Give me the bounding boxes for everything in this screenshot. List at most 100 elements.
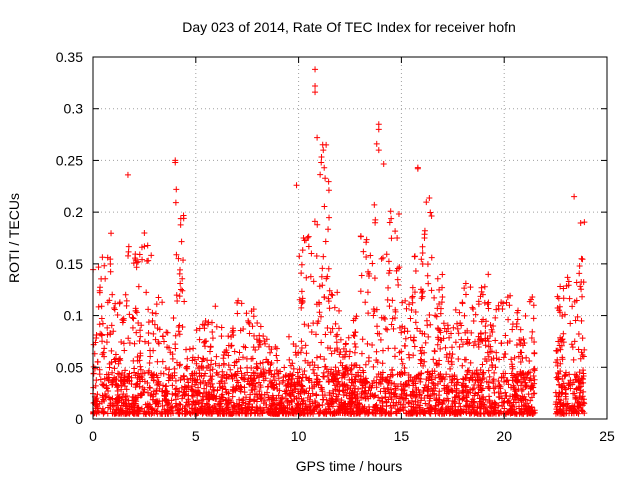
roti-point bbox=[428, 287, 435, 294]
roti-point bbox=[337, 336, 344, 343]
roti-point bbox=[95, 303, 102, 310]
roti-point bbox=[409, 284, 416, 291]
roti-point bbox=[149, 406, 156, 413]
roti-point bbox=[581, 219, 588, 226]
roti-point bbox=[265, 367, 272, 374]
roti-point bbox=[399, 394, 406, 401]
roti-point bbox=[296, 406, 303, 413]
roti-point bbox=[511, 404, 518, 411]
roti-point bbox=[426, 311, 433, 318]
roti-point bbox=[220, 355, 227, 362]
roti-point bbox=[164, 329, 171, 336]
roti-point bbox=[247, 391, 254, 398]
roti-point bbox=[408, 397, 415, 404]
roti-point bbox=[148, 410, 155, 417]
roti-point bbox=[474, 371, 481, 378]
roti-point bbox=[141, 370, 148, 377]
roti-point bbox=[357, 233, 364, 240]
roti-point bbox=[231, 348, 238, 355]
roti-point bbox=[313, 354, 320, 361]
roti-point bbox=[135, 283, 142, 290]
roti-outlier-point bbox=[373, 140, 380, 147]
roti-point bbox=[128, 381, 135, 388]
roti-point bbox=[196, 373, 203, 380]
roti-point bbox=[465, 406, 472, 413]
y-tick-label: 0 bbox=[75, 411, 83, 427]
roti-point bbox=[559, 356, 566, 363]
roti-point bbox=[560, 330, 567, 337]
roti-point bbox=[399, 299, 406, 306]
roti-point bbox=[507, 393, 514, 400]
roti-point bbox=[236, 349, 243, 356]
roti-point bbox=[347, 395, 354, 402]
roti-point bbox=[133, 381, 140, 388]
roti-point bbox=[323, 396, 330, 403]
roti-point bbox=[246, 381, 253, 388]
roti-point bbox=[323, 275, 330, 282]
roti-point bbox=[509, 377, 516, 384]
roti-point bbox=[374, 359, 381, 366]
roti-point bbox=[502, 389, 509, 396]
roti-point bbox=[489, 400, 496, 407]
roti-point bbox=[456, 343, 463, 350]
roti-point bbox=[463, 371, 470, 378]
roti-point bbox=[99, 408, 106, 415]
roti-point bbox=[513, 341, 520, 348]
roti-point bbox=[410, 380, 417, 387]
roti-point bbox=[477, 410, 484, 417]
roti-point bbox=[479, 361, 486, 368]
roti-point bbox=[307, 273, 314, 280]
roti-point bbox=[336, 307, 343, 314]
roti-point bbox=[243, 394, 250, 401]
roti-point bbox=[296, 381, 303, 388]
roti-point bbox=[287, 392, 294, 399]
roti-point bbox=[386, 303, 393, 310]
roti-point bbox=[299, 247, 306, 254]
roti-point bbox=[395, 282, 402, 289]
roti-point bbox=[428, 212, 435, 219]
roti-point bbox=[276, 380, 283, 387]
roti-point bbox=[321, 408, 328, 415]
roti-point bbox=[326, 397, 333, 404]
roti-point bbox=[140, 389, 147, 396]
roti-point bbox=[396, 264, 403, 271]
roti-point bbox=[521, 409, 528, 416]
roti-point bbox=[402, 395, 409, 402]
roti-point bbox=[580, 396, 587, 403]
roti-point bbox=[298, 338, 305, 345]
roti-point bbox=[346, 395, 353, 402]
roti-point bbox=[351, 332, 358, 339]
roti-point bbox=[94, 398, 101, 405]
roti-point bbox=[195, 384, 202, 391]
roti-point bbox=[357, 373, 364, 380]
roti-point bbox=[313, 391, 320, 398]
roti-point bbox=[163, 383, 170, 390]
roti-point bbox=[461, 312, 468, 319]
roti-point bbox=[280, 377, 287, 384]
roti-point bbox=[251, 332, 258, 339]
roti-point bbox=[579, 293, 586, 300]
roti-point bbox=[487, 322, 494, 329]
roti-point bbox=[320, 369, 327, 376]
roti-point bbox=[325, 226, 332, 233]
roti-point bbox=[216, 362, 223, 369]
roti-point bbox=[326, 214, 333, 221]
roti-point bbox=[363, 253, 370, 260]
roti-point bbox=[460, 409, 467, 416]
roti-point bbox=[299, 398, 306, 405]
roti-point bbox=[218, 398, 225, 405]
roti-point bbox=[467, 389, 474, 396]
roti-point bbox=[481, 283, 488, 290]
roti-point bbox=[190, 345, 197, 352]
roti-point bbox=[347, 405, 354, 412]
roti-point bbox=[219, 407, 226, 414]
roti-point bbox=[333, 339, 340, 346]
roti-point bbox=[109, 369, 116, 376]
roti-point bbox=[334, 331, 341, 338]
roti-point bbox=[476, 377, 483, 384]
roti-point bbox=[426, 195, 433, 202]
roti-point bbox=[397, 394, 404, 401]
roti-point bbox=[273, 367, 280, 374]
roti-point bbox=[305, 233, 312, 240]
roti-point bbox=[393, 399, 400, 406]
